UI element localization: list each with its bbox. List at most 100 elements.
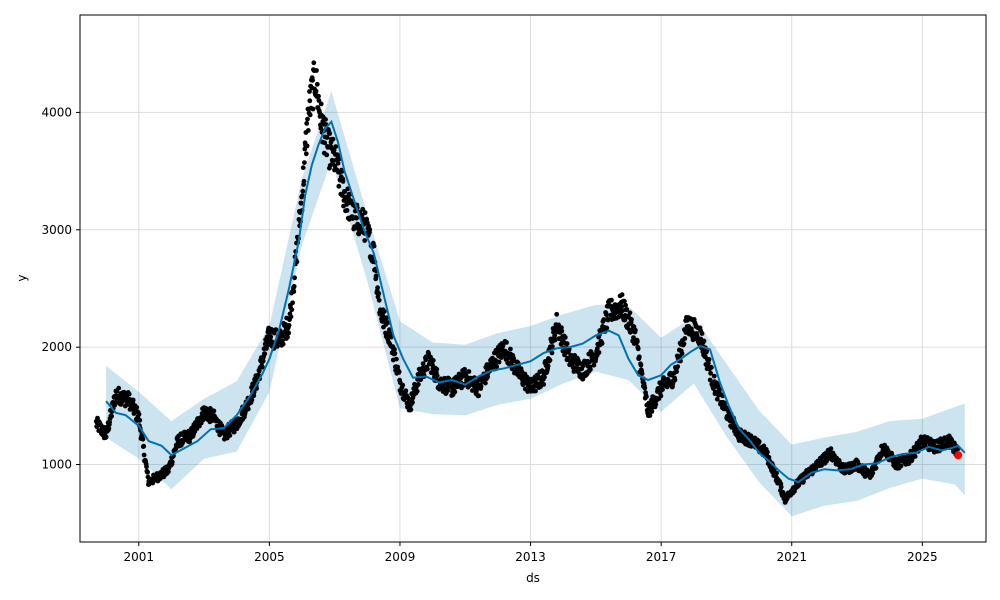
observed-point (166, 469, 171, 475)
observed-point (430, 362, 435, 368)
observed-point (304, 143, 310, 149)
observed-point (949, 437, 954, 443)
observed-point (408, 407, 414, 413)
observed-point (619, 292, 625, 298)
observed-point (912, 454, 918, 459)
plot-frame (79, 14, 987, 543)
observed-point (660, 387, 665, 392)
observed-point (144, 464, 149, 470)
observed-point (251, 393, 257, 399)
observed-point (672, 377, 678, 383)
observed-point (898, 463, 904, 469)
observed-point (547, 357, 553, 363)
x-axis-label: ds (526, 571, 540, 585)
observed-point (120, 399, 125, 404)
observed-point (362, 210, 368, 216)
observed-point (756, 439, 762, 445)
observed-point (145, 469, 151, 475)
observed-point (462, 366, 467, 372)
observed-point (103, 434, 109, 440)
observed-point (249, 397, 255, 403)
observed-point (318, 101, 324, 107)
observed-point (300, 193, 305, 199)
observed-point (562, 335, 568, 340)
uncertainty-band-layer (106, 91, 965, 517)
observed-point (260, 358, 266, 364)
observed-point (324, 135, 330, 140)
observed-point (774, 470, 779, 476)
observed-point (500, 343, 506, 349)
observed-point (414, 388, 420, 394)
observed-point (504, 340, 509, 345)
observed-point (642, 385, 648, 391)
observed-point (264, 334, 270, 340)
observed-point (262, 351, 268, 357)
observed-point (323, 117, 328, 122)
observed-point (340, 179, 346, 184)
observed-point (416, 382, 421, 387)
observed-point (113, 399, 118, 405)
x-tick-label: 2005 (254, 550, 285, 564)
observed-point (302, 160, 307, 166)
observed-point (623, 302, 628, 308)
observed-point (542, 374, 547, 380)
x-tick-label: 2017 (646, 550, 677, 564)
observed-point (647, 413, 653, 418)
observed-point (722, 400, 728, 406)
observed-point (376, 297, 382, 303)
observed-point (301, 178, 307, 184)
observed-point (619, 304, 625, 309)
observed-point (286, 330, 292, 336)
observed-point (126, 391, 132, 397)
observed-point (310, 77, 315, 83)
observed-point (545, 363, 551, 369)
observed-point (605, 317, 611, 323)
observed-point (711, 373, 717, 379)
y-tick-label: 4000 (41, 105, 72, 119)
observed-point (425, 366, 430, 372)
observed-point (300, 165, 306, 171)
observed-point (765, 449, 770, 455)
observed-point (367, 227, 373, 233)
observed-point (629, 317, 634, 322)
observed-point (430, 358, 436, 363)
observed-point (373, 273, 379, 279)
observed-point (304, 121, 310, 126)
observed-point (644, 394, 649, 400)
observed-point (392, 347, 397, 352)
observed-point (394, 356, 399, 362)
observed-point (339, 169, 345, 174)
observed-point (307, 112, 313, 118)
x-tick-label: 2013 (515, 550, 546, 564)
observed-point (106, 426, 112, 431)
x-tick-label: 2001 (123, 550, 154, 564)
observed-point (291, 284, 297, 289)
observed-point (552, 333, 558, 338)
observed-point (187, 439, 193, 445)
observed-point (609, 297, 614, 303)
observed-point (591, 362, 597, 368)
observed-point (290, 300, 295, 306)
forecast-line-layer (105, 119, 966, 484)
observed-point (554, 311, 560, 317)
observed-point (289, 307, 295, 313)
observed-point (400, 382, 406, 388)
observed-point (564, 341, 570, 347)
observed-point (285, 334, 290, 340)
observed-point (322, 140, 328, 146)
observed-point (381, 309, 387, 314)
observed-point (813, 465, 819, 471)
highlight-point (954, 451, 963, 460)
observed-point (375, 285, 380, 291)
observed-point (134, 405, 140, 410)
observed-point (466, 369, 472, 374)
observed-point (541, 382, 547, 387)
observed-point (291, 289, 297, 294)
observed-point (649, 409, 655, 414)
observed-point (705, 360, 711, 366)
observed-point (478, 384, 484, 389)
observed-point (141, 452, 147, 458)
observed-point (508, 346, 513, 352)
y-axis-label: y (15, 274, 29, 281)
observed-point (305, 128, 311, 133)
